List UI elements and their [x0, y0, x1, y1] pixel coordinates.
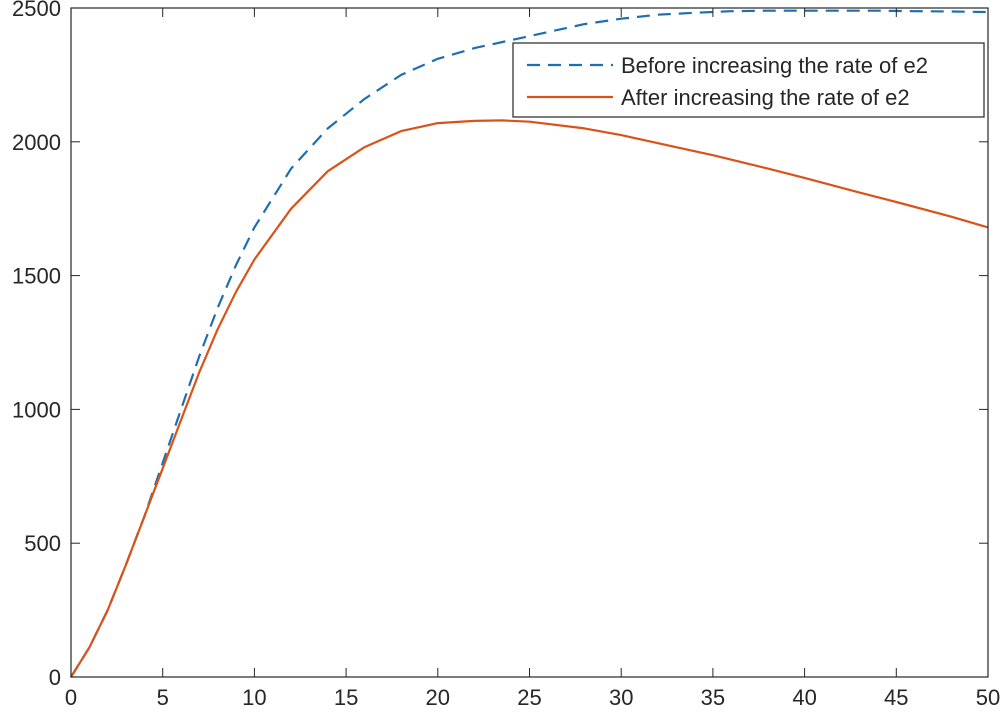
series-line-1 — [70, 9, 989, 678]
legend-label-2: After increasing the rate of e2 — [621, 85, 910, 110]
x-tick-label: 10 — [242, 685, 266, 710]
y-tick-label: 2500 — [12, 0, 61, 21]
x-tick-label: 50 — [976, 685, 1000, 710]
plot-background — [71, 8, 988, 677]
x-tick-label: 40 — [792, 685, 816, 710]
legend-label-1: Before increasing the rate of e2 — [621, 53, 928, 78]
series-layer — [70, 9, 989, 678]
x-tick-label: 15 — [334, 685, 358, 710]
x-tick-label: 30 — [609, 685, 633, 710]
legend: Before increasing the rate of e2 After in… — [512, 42, 985, 118]
y-tick-label: 500 — [24, 531, 61, 556]
x-tick-label: 20 — [426, 685, 450, 710]
series-line-2 — [70, 119, 989, 678]
x-tick-label: 5 — [157, 685, 169, 710]
x-tick-label: 25 — [517, 685, 541, 710]
y-tick-label: 1500 — [12, 264, 61, 289]
x-tick-label: 45 — [884, 685, 908, 710]
y-tick-label: 2000 — [12, 130, 61, 155]
y-tick-label: 0 — [49, 665, 61, 690]
plot-area — [71, 8, 988, 677]
x-tick-label: 35 — [701, 685, 725, 710]
legend-box — [512, 42, 985, 118]
x-tick-label: 0 — [65, 685, 77, 710]
y-tick-label: 1000 — [12, 397, 61, 422]
